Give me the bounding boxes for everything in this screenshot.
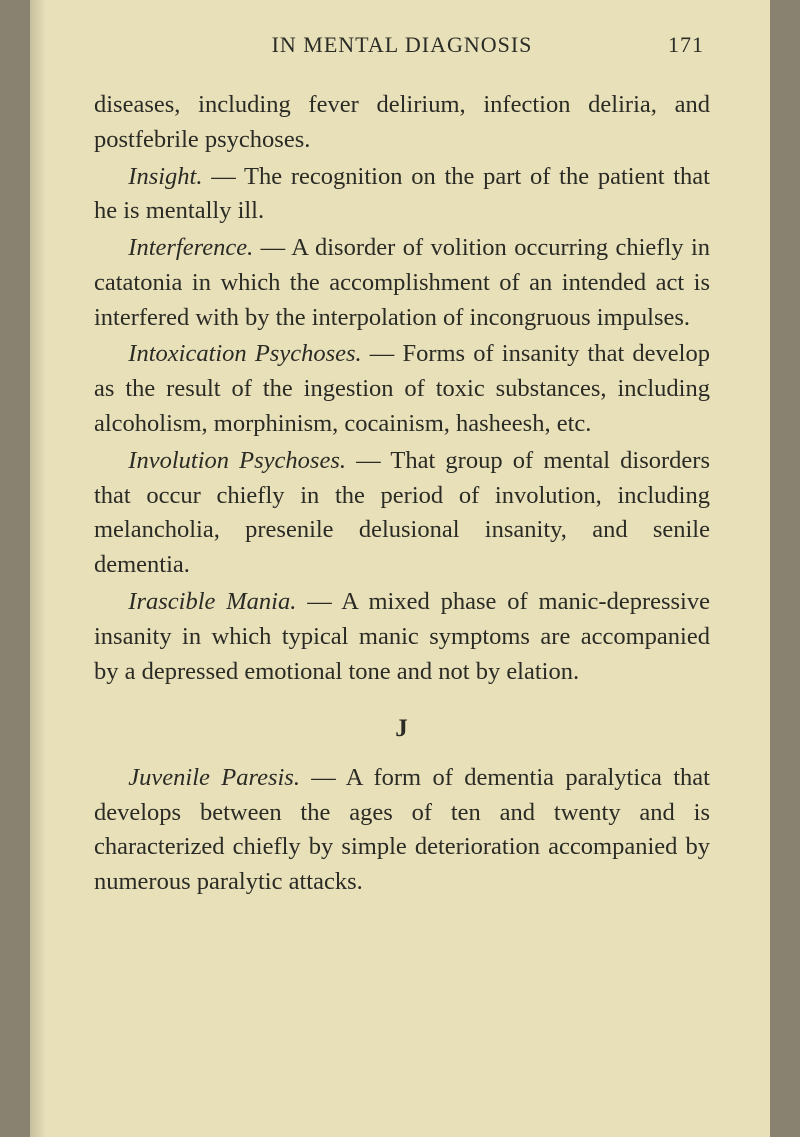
- dictionary-entry: Insight. — The recognition on the part o…: [94, 160, 710, 230]
- section-heading: J: [94, 711, 710, 747]
- page-number: 171: [654, 32, 704, 58]
- dictionary-entry: Interference. — A disorder of volition o…: [94, 231, 710, 335]
- dictionary-entry: Irascible Mania. — A mixed phase of mani…: [94, 585, 710, 689]
- entry-text: diseases, including fever delirium, infe…: [94, 91, 710, 153]
- entry-term: Interference.: [128, 234, 253, 261]
- entry-term: Juvenile Paresis.: [128, 764, 300, 791]
- entry-term: Intoxication Psychoses.: [128, 340, 361, 367]
- dictionary-entry: Involution Psychoses. — That group of me…: [94, 444, 710, 583]
- entry-term: Involution Psychoses.: [128, 447, 346, 474]
- running-head: IN MENTAL DIAGNOSIS: [150, 32, 654, 58]
- entry-term: Insight.: [128, 163, 202, 190]
- entry-term: Irascible Mania.: [128, 588, 296, 615]
- dictionary-entry: Intoxication Psychoses. — Forms of insan…: [94, 337, 710, 441]
- dictionary-entry: Juvenile Paresis. — A form of dementia p…: [94, 761, 710, 900]
- entry-continuation: diseases, including fever delirium, infe…: [94, 88, 710, 158]
- page-header: IN MENTAL DIAGNOSIS 171: [94, 32, 710, 58]
- book-page: IN MENTAL DIAGNOSIS 171 diseases, includ…: [30, 0, 770, 1137]
